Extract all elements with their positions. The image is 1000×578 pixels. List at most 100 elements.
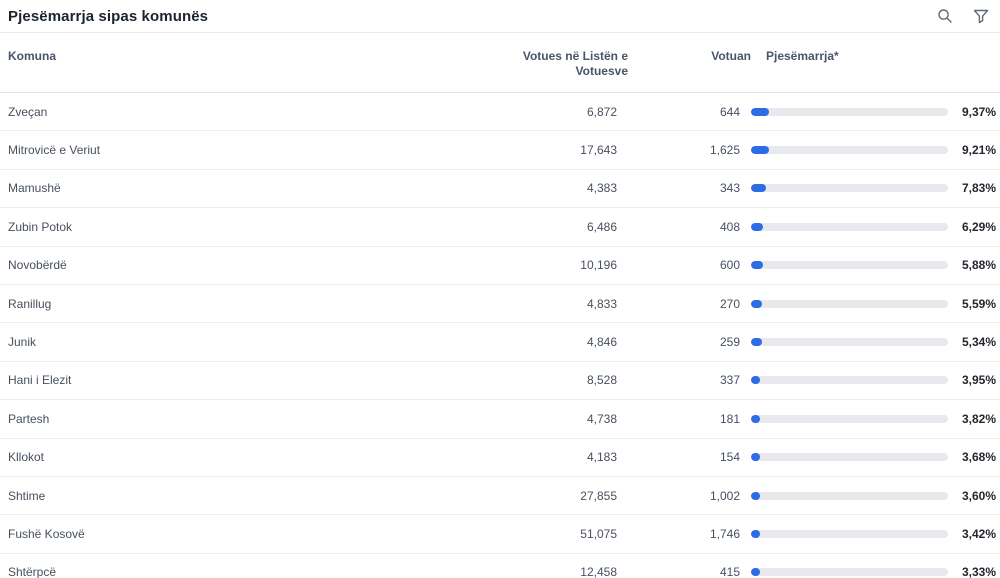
search-icon xyxy=(937,8,953,24)
registered-voters-value: 4,833 xyxy=(586,296,617,311)
participation-percent: 6,29% xyxy=(961,219,996,234)
participation-bar-track xyxy=(751,568,948,577)
filter-icon xyxy=(973,8,989,24)
voted-count-value: 1,746 xyxy=(709,526,740,541)
voted-count-value: 343 xyxy=(719,181,740,196)
participation-bar-fill xyxy=(751,376,760,385)
participation-percent: 3,68% xyxy=(961,450,996,465)
participation-bar-fill xyxy=(751,222,764,231)
participation-bar xyxy=(751,222,948,231)
table-row[interactable]: Zubin Potok 6,486 408 6,29% xyxy=(0,208,1000,247)
filter-button[interactable] xyxy=(970,5,992,27)
page-title: Pjesëmarrja sipas komunës xyxy=(8,7,209,25)
table-row[interactable]: Mamushë 4,383 343 7,83% xyxy=(0,170,1000,209)
search-button[interactable] xyxy=(934,5,956,27)
table-row[interactable]: Novobërdë 10,196 600 5,88% xyxy=(0,247,1000,285)
participation-bar-track xyxy=(751,338,948,347)
table-body: Zveçan 6,872 644 9,37% Mitrovicë e Veriu… xyxy=(0,93,1000,578)
municipality-name: Fushë Kosovë xyxy=(8,526,85,541)
participation-bar-track xyxy=(751,146,948,155)
participation-percent: 9,37% xyxy=(961,104,996,119)
voted-count-value: 259 xyxy=(719,335,740,350)
participation-bar-fill xyxy=(751,491,760,500)
voted-count-value: 337 xyxy=(719,373,740,388)
participation-bar-fill xyxy=(751,338,762,347)
participation-bar-fill xyxy=(751,184,767,193)
registered-voters-value: 4,846 xyxy=(586,335,617,350)
participation-percent: 3,95% xyxy=(961,373,996,388)
participation-bar xyxy=(751,107,948,116)
table-row[interactable]: Hani i Elezit 8,528 337 3,95% xyxy=(0,362,1000,401)
municipality-name: Shtime xyxy=(8,488,46,503)
table-row[interactable]: Junik 4,846 259 5,34% xyxy=(0,323,1000,362)
participation-bar-fill xyxy=(751,299,762,308)
participation-percent: 3,82% xyxy=(961,411,996,426)
column-header-pjesemarrja: Pjesëmarrja* xyxy=(766,49,839,63)
participation-bar xyxy=(751,414,948,423)
participation-bar-fill xyxy=(751,107,770,116)
participation-bar-fill xyxy=(751,146,770,155)
municipality-name: Mamushë xyxy=(8,181,61,196)
registered-voters-value: 27,855 xyxy=(580,488,617,503)
participation-bar xyxy=(751,261,948,270)
table-row[interactable]: Shtime 27,855 1,002 3,60% xyxy=(0,477,1000,516)
participation-bar xyxy=(751,299,948,308)
table-row[interactable]: Fushë Kosovë 51,075 1,746 3,42% xyxy=(0,515,1000,554)
municipality-name: Zubin Potok xyxy=(8,219,73,234)
participation-bar xyxy=(751,568,948,577)
participation-bar-track xyxy=(751,376,948,385)
voted-count-value: 415 xyxy=(719,565,740,578)
participation-bar-track xyxy=(751,107,948,116)
participation-bar-fill xyxy=(751,261,763,270)
registered-voters-value: 10,196 xyxy=(580,258,617,273)
table-row[interactable]: Ranillug 4,833 270 5,59% xyxy=(0,285,1000,324)
voted-count-value: 1,625 xyxy=(709,143,740,158)
participation-bar-fill xyxy=(751,453,760,462)
voted-count-value: 181 xyxy=(719,411,740,426)
participation-percent: 5,88% xyxy=(961,258,996,273)
registered-voters-value: 6,872 xyxy=(586,104,617,119)
registered-voters-value: 4,383 xyxy=(586,181,617,196)
municipality-name: Shtërpcë xyxy=(8,565,57,578)
voted-count-value: 270 xyxy=(719,296,740,311)
participation-bar-track xyxy=(751,453,948,462)
municipality-name: Partesh xyxy=(8,411,50,426)
table-row[interactable]: Shtërpcë 12,458 415 3,33% xyxy=(0,554,1000,578)
participation-bar-fill xyxy=(751,414,760,423)
registered-voters-value: 12,458 xyxy=(580,565,617,578)
participation-bar xyxy=(751,529,948,538)
municipality-name: Mitrovicë e Veriut xyxy=(8,143,101,158)
participation-percent: 3,60% xyxy=(961,488,996,503)
participation-percent: 5,34% xyxy=(961,335,996,350)
column-header-votuan: Votuan xyxy=(711,49,751,63)
municipality-name: Hani i Elezit xyxy=(8,373,72,388)
table-row[interactable]: Kllokot 4,183 154 3,68% xyxy=(0,439,1000,477)
participation-bar xyxy=(751,376,948,385)
participation-bar-track xyxy=(751,414,948,423)
voted-count-value: 600 xyxy=(719,258,740,273)
registered-voters-value: 51,075 xyxy=(580,526,617,541)
participation-bar-track xyxy=(751,222,948,231)
registered-voters-value: 4,183 xyxy=(586,450,617,465)
participation-bar xyxy=(751,338,948,347)
municipality-name: Zveçan xyxy=(8,104,48,119)
municipality-name: Ranillug xyxy=(8,296,52,311)
voted-count-value: 644 xyxy=(719,104,740,119)
registered-voters-value: 6,486 xyxy=(586,219,617,234)
table-header-row: Komuna Votues në Listën e Votuesve Votua… xyxy=(0,33,1000,93)
participation-bar-track xyxy=(751,184,948,193)
participation-bar-track xyxy=(751,261,948,270)
municipality-name: Junik xyxy=(8,335,37,350)
column-header-votues: Votues në Listën e Votuesve xyxy=(522,49,628,78)
participation-bar xyxy=(751,184,948,193)
column-header-komuna: Komuna xyxy=(8,49,56,63)
participation-percent: 9,21% xyxy=(961,143,996,158)
table-row[interactable]: Zveçan 6,872 644 9,37% xyxy=(0,93,1000,132)
registered-voters-value: 17,643 xyxy=(580,143,617,158)
voted-count-value: 408 xyxy=(719,219,740,234)
table-row[interactable]: Mitrovicë e Veriut 17,643 1,625 9,21% xyxy=(0,131,1000,170)
table-row[interactable]: Partesh 4,738 181 3,82% xyxy=(0,400,1000,439)
participation-bar xyxy=(751,453,948,462)
registered-voters-value: 4,738 xyxy=(586,411,617,426)
